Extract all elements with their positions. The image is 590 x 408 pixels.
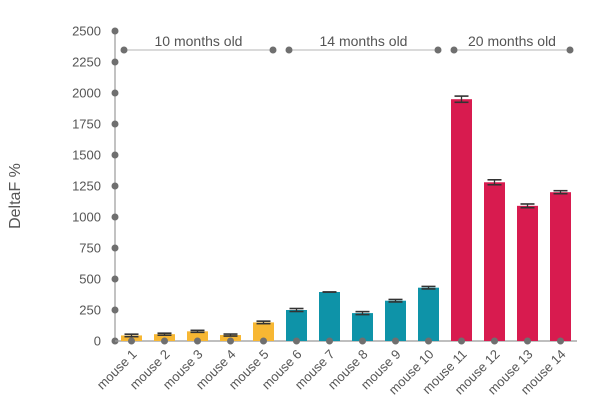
error-bar <box>454 95 469 104</box>
y-tick-mark <box>111 27 119 35</box>
bar <box>517 205 538 341</box>
bar <box>253 322 274 341</box>
y-tick-label: 250 <box>79 303 101 318</box>
bar <box>286 310 307 341</box>
bar <box>418 287 439 341</box>
y-tick-mark <box>111 306 119 314</box>
error-bar <box>421 285 436 290</box>
y-tick-mark <box>111 244 119 252</box>
x-tick-mark <box>260 337 267 345</box>
bar <box>451 99 472 341</box>
y-tick-label: 500 <box>79 272 101 287</box>
group-bracket: 20 months old <box>450 33 574 54</box>
group-bracket: 10 months old <box>120 33 277 54</box>
error-bar <box>157 332 172 336</box>
error-bar <box>256 320 271 325</box>
x-tick-mark <box>392 337 399 345</box>
x-tick-mark <box>293 337 300 345</box>
y-tick-label: 2000 <box>72 86 101 101</box>
y-tick-label: 1500 <box>72 148 101 163</box>
bar <box>319 292 340 341</box>
x-tick-mark <box>161 337 168 345</box>
error-bar <box>553 189 568 195</box>
y-tick-label: 2250 <box>72 55 101 70</box>
group-brackets: 10 months old 14 months old 20 months old <box>120 33 574 54</box>
y-tick-mark <box>111 120 119 128</box>
error-bar <box>190 329 205 334</box>
x-tick-mark <box>425 337 432 345</box>
error-bar <box>520 203 535 209</box>
y-tick-label: 2500 <box>72 24 101 39</box>
y-axis-title: DeltaF % <box>7 163 24 229</box>
bar <box>187 331 208 341</box>
y-tick-mark <box>111 275 119 283</box>
group-bracket: 14 months old <box>285 33 442 54</box>
x-tick-mark <box>524 337 531 345</box>
y-tick-mark <box>111 58 119 66</box>
y-tick-label: 1250 <box>72 179 101 194</box>
x-tick-mark <box>326 337 333 345</box>
group-label: 14 months old <box>320 33 408 49</box>
bar <box>385 300 406 341</box>
y-tick-mark <box>111 89 119 97</box>
bars <box>121 95 571 345</box>
group-label: 10 months old <box>155 33 243 49</box>
x-tick-mark <box>194 337 201 345</box>
x-tick-mark <box>491 337 498 345</box>
bar <box>352 313 373 341</box>
y-tick-label: 1000 <box>72 210 101 225</box>
x-tick-mark <box>227 337 234 345</box>
x-tick-mark <box>557 337 564 345</box>
y-tick-label: 1750 <box>72 117 101 132</box>
y-tick-mark <box>111 151 119 159</box>
x-tick-mark <box>359 337 366 345</box>
y-tick-mark <box>111 182 119 190</box>
error-bar <box>124 333 139 338</box>
error-bar <box>289 307 304 313</box>
error-bar <box>355 310 370 316</box>
bar <box>484 182 505 341</box>
x-tick-mark <box>128 337 135 345</box>
x-tick-mark <box>458 337 465 345</box>
error-bar <box>487 179 502 186</box>
y-tick-mark <box>111 213 119 221</box>
y-tick-label: 750 <box>79 241 101 256</box>
y-tick-label: 0 <box>94 334 101 349</box>
error-bar <box>223 333 238 337</box>
error-bar <box>388 298 403 303</box>
bar <box>550 192 571 341</box>
group-label: 20 months old <box>468 33 556 49</box>
